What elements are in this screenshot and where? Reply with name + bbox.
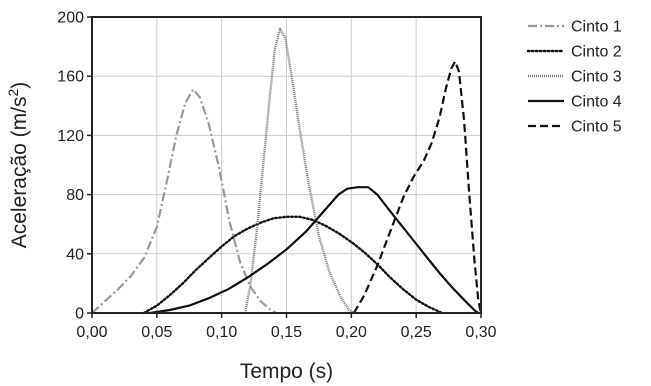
series-lines [91, 27, 483, 315]
y-tick-label: 80 [66, 187, 84, 204]
legend-label: Cinto 4 [571, 94, 622, 111]
legend-label: Cinto 5 [571, 119, 622, 136]
x-tick-label: 0,25 [401, 324, 432, 341]
legend-label: Cinto 3 [571, 69, 622, 86]
y-axis-title: Aceleração (m/s2) [5, 82, 31, 249]
series-line-cinto-5 [352, 60, 483, 314]
series-line-cinto-1 [91, 88, 277, 314]
legend: Cinto 1 Cinto 2 Cinto 3 Cinto 4 Cinto 5 [526, 19, 622, 136]
series-line-cinto-4 [150, 186, 479, 315]
x-axis-title: Tempo (s) [240, 360, 333, 383]
legend-label: Cinto 1 [571, 19, 622, 36]
y-tick-label: 0 [75, 306, 84, 323]
x-tick-label: 0,00 [76, 324, 107, 341]
axis-ticks [87, 16, 482, 318]
y-tick-label: 40 [66, 246, 84, 263]
x-tick-label: 0,30 [465, 324, 496, 341]
series-line-cinto-2 [142, 215, 444, 315]
y-tick-label: 200 [57, 10, 84, 27]
y-tick-label: 160 [57, 69, 84, 86]
x-tick-label: 0,15 [271, 324, 302, 341]
y-tick-label: 120 [57, 128, 84, 145]
y-axis-title-superscript: 2 [5, 89, 21, 97]
x-tick-labels: 0,00 0,05 0,10 0,15 0,20 0,25 0,30 [76, 324, 496, 341]
grid-lines [92, 17, 481, 313]
series-line-cinto-3 [243, 27, 355, 315]
x-tick-label: 0,10 [206, 324, 237, 341]
legend-label: Cinto 2 [571, 44, 622, 61]
x-tick-label: 0,05 [141, 324, 172, 341]
y-axis-title-end: ) [8, 82, 31, 89]
y-tick-labels: 0 40 80 120 160 200 [57, 10, 84, 323]
x-tick-label: 0,20 [336, 324, 367, 341]
y-axis-title-main: Aceleração (m/s [8, 97, 31, 249]
